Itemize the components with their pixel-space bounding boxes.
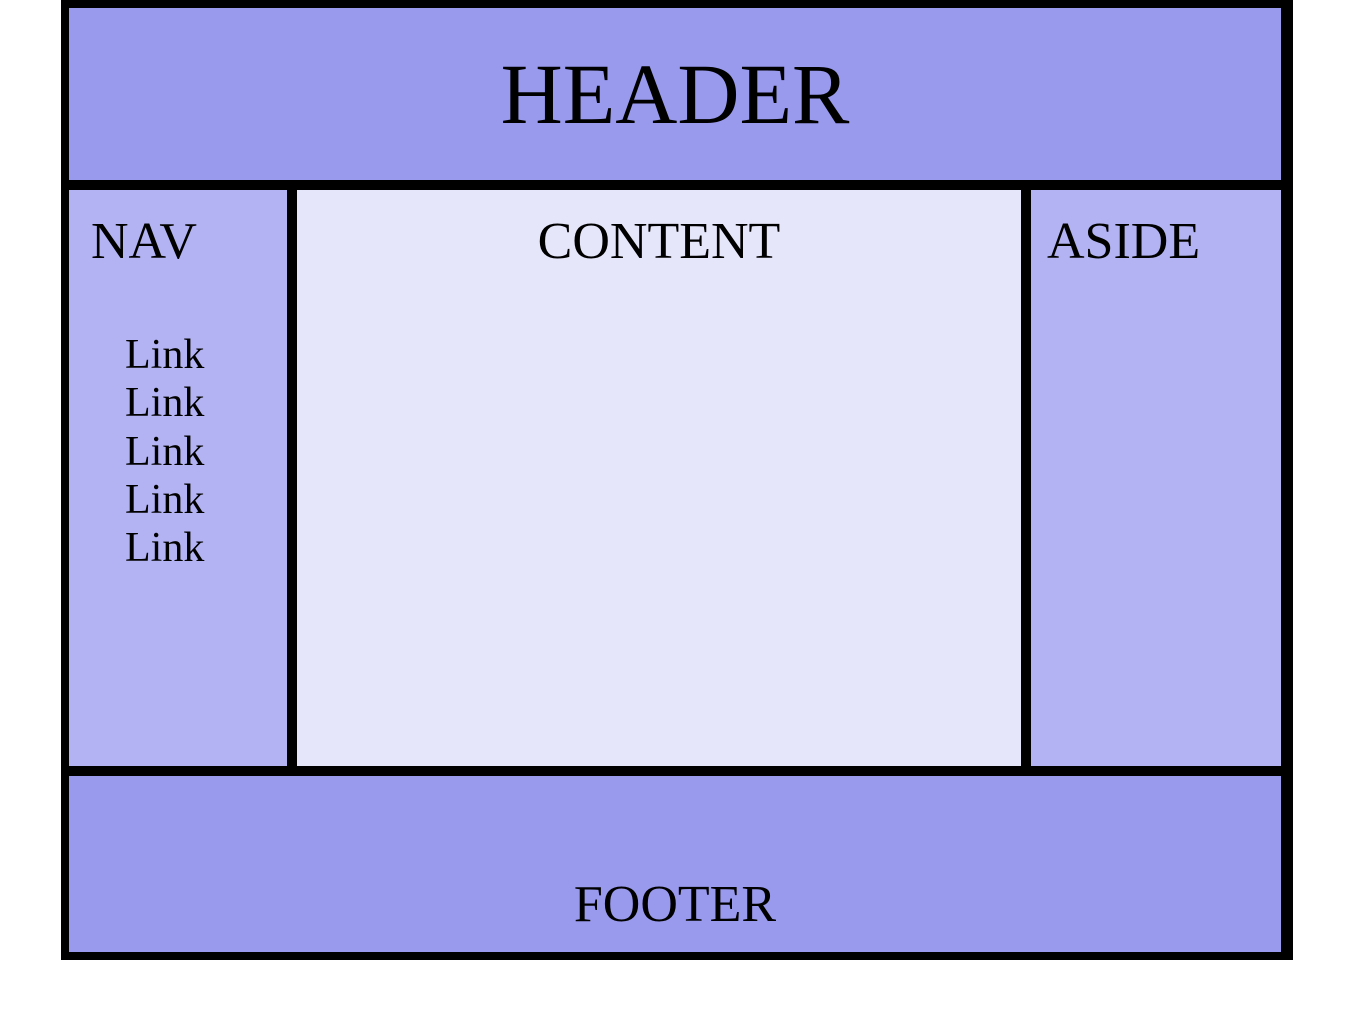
nav-label: NAV <box>69 190 287 271</box>
nav-link[interactable]: Link <box>125 428 287 476</box>
nav-link[interactable]: Link <box>125 379 287 427</box>
nav-link[interactable]: Link <box>125 331 287 379</box>
nav-links: Link Link Link Link Link <box>125 331 287 572</box>
aside-region: ASIDE <box>1031 190 1281 766</box>
footer-label: FOOTER <box>574 875 776 934</box>
layout-diagram: HEADER NAV Link Link Link Link Link CONT… <box>61 0 1293 960</box>
header-region: HEADER <box>69 8 1281 180</box>
content-region: CONTENT <box>297 190 1021 766</box>
aside-label: ASIDE <box>1031 190 1281 271</box>
content-label: CONTENT <box>297 190 1021 271</box>
nav-region: NAV Link Link Link Link Link <box>69 190 287 766</box>
header-label: HEADER <box>501 44 850 144</box>
nav-link[interactable]: Link <box>125 524 287 572</box>
footer-region: FOOTER <box>69 776 1281 952</box>
nav-link[interactable]: Link <box>125 476 287 524</box>
